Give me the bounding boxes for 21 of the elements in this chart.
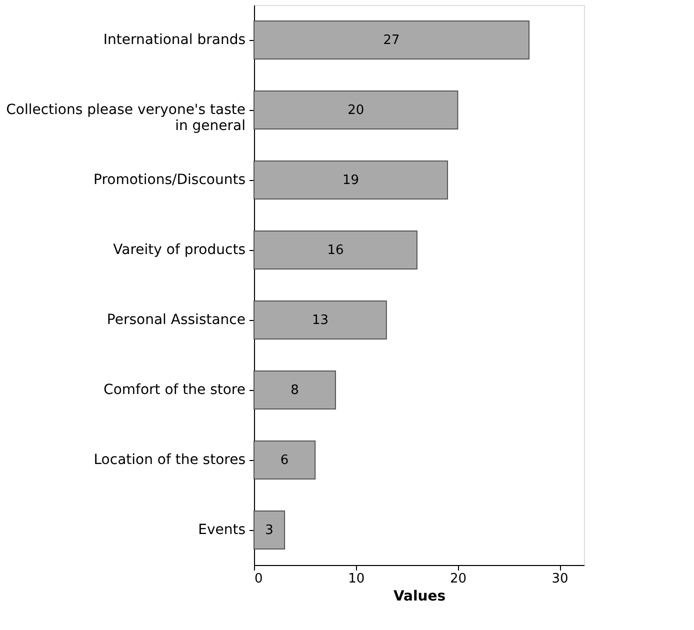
x-tick-label: 20 <box>450 572 466 586</box>
data-label: 3 <box>265 523 274 538</box>
x-tick-label: 10 <box>348 572 365 586</box>
data-label: 27 <box>383 33 400 48</box>
data-label: 8 <box>290 383 299 398</box>
y-tick-label: Collections please veryone's taste in general <box>6 102 246 134</box>
y-tick-label: International brands <box>103 32 246 48</box>
x-axis-title: Values <box>393 588 446 604</box>
x-tick-label: 30 <box>552 572 568 586</box>
data-label: 19 <box>342 173 360 188</box>
y-tick-label: Comfort of the store <box>104 382 246 398</box>
y-tick-label: Vareity of products <box>113 242 246 258</box>
data-label: 6 <box>280 453 289 468</box>
data-label: 13 <box>312 313 328 328</box>
data-label: 16 <box>327 243 344 258</box>
data-label: 20 <box>348 103 364 118</box>
y-tick-label: Promotions/Discounts <box>94 172 246 188</box>
y-tick-label: Personal Assistance <box>106 312 246 328</box>
y-tick-label: Events <box>198 522 246 538</box>
x-tick-label: 0 <box>254 572 263 586</box>
y-tick-label: Location of the stores <box>94 452 246 468</box>
